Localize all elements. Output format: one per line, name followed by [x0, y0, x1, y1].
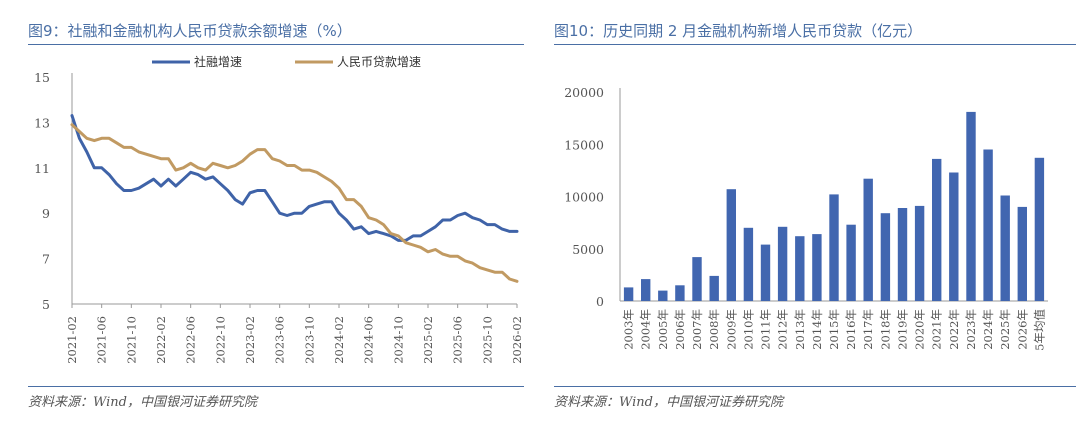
bar-x-tick-label: 2026年 — [1015, 309, 1029, 350]
bar-x-tick-label: 2014年 — [810, 309, 824, 350]
right-figure-title: 图10：历史同期 2 月金融机构新增人民币贷款（亿元） — [554, 22, 923, 40]
bar-x-tick-label: 2018年 — [878, 309, 892, 350]
bar-x-tick-label: 2003年 — [622, 309, 636, 350]
left-source-rule — [28, 386, 524, 387]
line-x-tick-label: 2022-02 — [154, 316, 168, 364]
bar-2026年 — [1017, 206, 1027, 301]
bar-y-tick-label: 5000 — [572, 242, 604, 257]
bar-chart-axes: 0 5000 10000 15000 20000 2003年 2004年 2005年 2006年… — [564, 85, 1048, 351]
line-x-tick-label: 2021-06 — [95, 316, 109, 364]
line-x-tick-label: 2025-02 — [421, 316, 435, 364]
bar-2007年 — [692, 257, 702, 301]
line-x-tick-label: 2023-06 — [273, 316, 287, 364]
bar-x-tick-label: 2006年 — [673, 309, 687, 350]
bar-2020年 — [914, 205, 925, 301]
bar-x-tick-label: 2007年 — [690, 309, 704, 350]
bar-x-tick-label: 2021年 — [930, 309, 944, 350]
line-y-tick-label: 7 — [42, 252, 50, 267]
left-figure-panel: 图9：社融和金融机构人民币贷款余额增速（%） 5 7 9 11 13 15 2021-02 2… — [0, 0, 530, 422]
bar-2004年 — [641, 279, 651, 301]
bar-2012年 — [777, 226, 788, 301]
bar-2010年 — [743, 227, 754, 301]
line-x-tick-label: 2024-06 — [362, 316, 376, 364]
left-source-note: 资料来源：Wind，中国银河证券研究院 — [28, 395, 257, 410]
bar-2023年 — [966, 111, 976, 302]
line-y-tick-label: 5 — [42, 297, 50, 312]
bar-x-tick-label: 5年均值 — [1032, 309, 1046, 351]
bar-2003年 — [623, 287, 634, 301]
line-x-tick-label: 2025-06 — [451, 316, 465, 364]
bar-x-tick-label: 2008年 — [707, 309, 721, 350]
bar-2025年 — [1000, 195, 1010, 301]
bar-x-tick-label: 2020年 — [913, 309, 927, 350]
bar-2021年 — [932, 158, 942, 301]
line-y-tick-label: 13 — [34, 115, 50, 130]
bar-2006年 — [675, 285, 685, 301]
bar-2014年 — [812, 234, 822, 301]
bar-2024年 — [983, 149, 993, 301]
bar-x-tick-label: 2005年 — [656, 309, 670, 350]
bar-x-tick-label: 2023年 — [964, 309, 978, 350]
line-chart-axes: 5 7 9 11 13 15 2021-02 2021-06 2021-10 2022-02 202… — [34, 70, 524, 364]
bar-2016年 — [846, 224, 856, 301]
right-source-note: 资料来源：Wind，中国银河证券研究院 — [554, 395, 783, 410]
bar-y-tick-label: 10000 — [564, 190, 604, 205]
bar-2022年 — [949, 172, 959, 301]
right-figure-panel: 图10：历史同期 2 月金融机构新增人民币贷款（亿元） 0 5000 10000 15… — [552, 0, 1080, 422]
bar-x-tick-label: 2004年 — [639, 309, 653, 350]
bar-chart: 0 5000 10000 15000 20000 2003年 2004年 2005年 2006年… — [564, 85, 1048, 351]
bar-2009年 — [726, 189, 736, 301]
line-chart-legend: 社融增速 人民币贷款增速 — [152, 54, 421, 69]
bar-x-tick-label: 2012年 — [776, 309, 790, 350]
line-x-tick-label: 2021-10 — [124, 316, 138, 364]
line-x-tick-label: 2024-02 — [332, 316, 346, 364]
line-x-tick-label: 2023-10 — [302, 316, 316, 364]
line-x-tick-label: 2023-02 — [243, 316, 257, 364]
bar-y-tick-label: 15000 — [564, 137, 604, 152]
line-x-tick-label: 2026-02 — [510, 316, 524, 364]
bar-x-tick-label: 2010年 — [741, 309, 755, 350]
line-x-tick-label: 2024-10 — [391, 316, 405, 364]
bar-x-tick-label: 2009年 — [724, 309, 738, 350]
bar-x-tick-label: 2015年 — [827, 309, 841, 350]
bar-y-tick-label: 20000 — [564, 85, 604, 100]
bar-x-tick-label: 2024年 — [981, 309, 995, 350]
legend-label-loan: 人民币贷款增速 — [337, 55, 421, 69]
line-x-tick-label: 2025-10 — [480, 316, 494, 364]
right-source-rule — [554, 386, 1076, 387]
line-y-tick-label: 11 — [34, 161, 50, 176]
legend-label-tsf: 社融增速 — [194, 54, 242, 69]
line-chart-marks — [70, 114, 519, 283]
bar-x-tick-label: 2011年 — [759, 309, 773, 350]
line-x-tick-label: 2022-10 — [213, 316, 227, 364]
right-title-rule — [554, 44, 1076, 45]
bar-x-tick-label: 2019年 — [895, 309, 909, 350]
line-chart: 5 7 9 11 13 15 2021-02 2021-06 2021-10 2022-02 202… — [34, 54, 524, 364]
bar-x-tick-label: 2016年 — [844, 309, 858, 350]
bar-x-tick-label: 2013年 — [793, 309, 807, 350]
bar-5年均值 — [1034, 157, 1045, 301]
bar-2011年 — [760, 244, 771, 301]
bar-chart-marks — [623, 111, 1045, 302]
line-y-tick-label: 15 — [34, 70, 50, 85]
left-figure-title: 图9：社融和金融机构人民币贷款余额增速（%） — [28, 22, 352, 40]
bar-2005年 — [658, 290, 668, 301]
bar-x-tick-label: 2022年 — [947, 309, 961, 350]
bar-2008年 — [709, 275, 719, 301]
bar-2019年 — [897, 208, 908, 301]
bar-x-tick-label: 2017年 — [861, 309, 875, 350]
left-title-rule — [28, 44, 524, 45]
line-x-tick-label: 2021-02 — [65, 316, 79, 364]
bar-2018年 — [880, 213, 891, 301]
line-y-tick-label: 9 — [42, 206, 50, 221]
bar-y-tick-label: 0 — [596, 294, 604, 309]
bar-x-tick-label: 2025年 — [998, 309, 1012, 350]
series-line-tsf — [70, 114, 519, 242]
line-x-tick-label: 2022-06 — [184, 316, 198, 364]
bar-2017年 — [863, 178, 873, 301]
bar-2015年 — [829, 194, 839, 301]
series-line-loan — [70, 123, 519, 283]
bar-2013年 — [795, 236, 805, 301]
